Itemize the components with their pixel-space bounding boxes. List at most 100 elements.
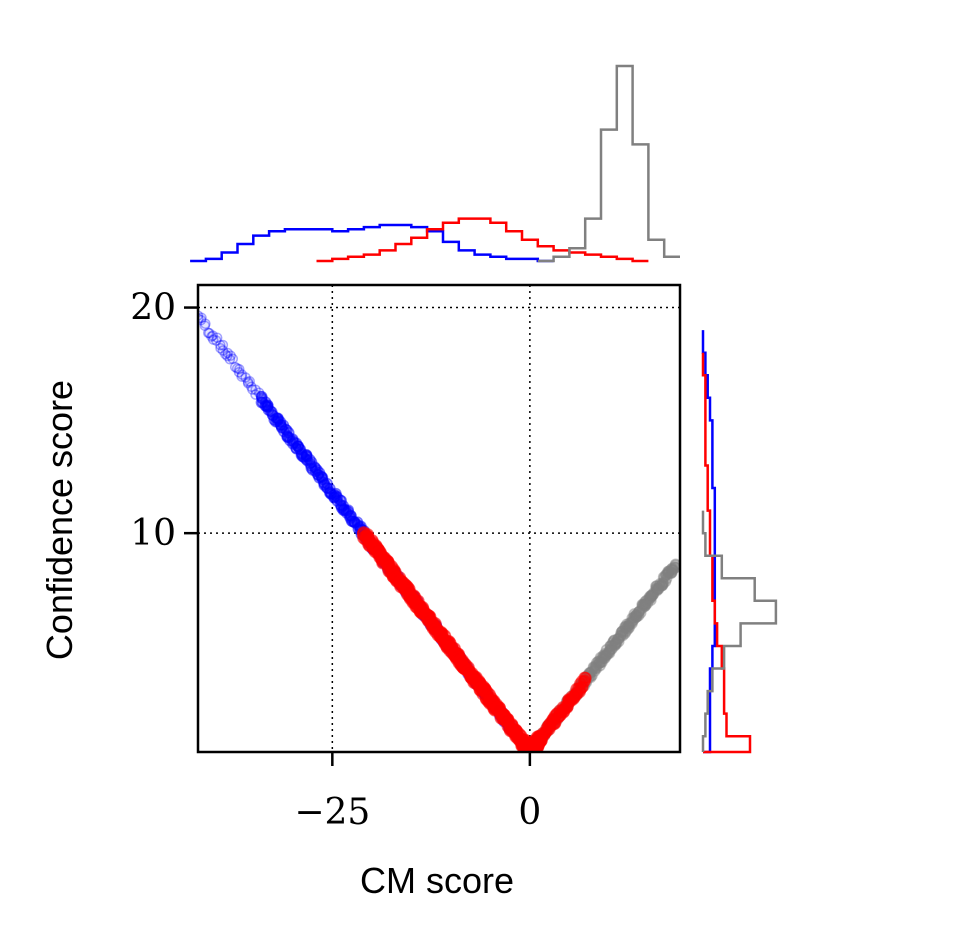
scatter-point — [647, 588, 660, 601]
scatter-point — [623, 617, 636, 629]
scatter-point — [666, 566, 678, 579]
scatter-point — [247, 384, 258, 395]
y-axis-label: Confidence score — [39, 380, 80, 660]
scatter-point — [612, 633, 625, 645]
scatter-point — [227, 353, 239, 365]
scatter-point — [645, 594, 657, 606]
scatter-point — [638, 598, 650, 611]
scatter-point — [607, 635, 620, 647]
scatter-point — [614, 629, 627, 641]
scatter-point — [220, 348, 231, 360]
scatter-point — [638, 600, 651, 613]
scatter-point — [626, 612, 638, 624]
scatter-point — [233, 366, 245, 378]
scatter-point — [613, 635, 625, 648]
scatter-point — [587, 661, 600, 673]
scatter-point — [652, 583, 664, 595]
scatter-point — [651, 584, 663, 597]
scatter-point — [653, 580, 666, 592]
top-histogram-red — [316, 217, 649, 263]
x-tick-label: 0 — [518, 792, 541, 833]
scatter-points — [198, 310, 680, 752]
scatter-point — [217, 339, 229, 351]
scatter-point — [645, 589, 658, 601]
scatter-point — [593, 655, 606, 668]
scatter-point — [629, 610, 641, 622]
scatter-point — [206, 331, 217, 342]
scatter-point — [593, 657, 605, 670]
scatter-point — [662, 566, 675, 579]
scatter-point — [589, 662, 602, 675]
scatter-point — [644, 590, 656, 603]
scatter-point — [604, 640, 617, 652]
scatter-point — [231, 363, 243, 374]
scatter-point — [619, 627, 631, 640]
scatter-point — [610, 637, 622, 650]
top-marginal-histogram — [190, 64, 680, 263]
right-histogram-red — [701, 352, 752, 754]
scatter-point — [589, 665, 601, 677]
scatter-point — [636, 598, 648, 611]
scatter-point — [222, 350, 233, 362]
scatter-point — [629, 611, 642, 624]
scatter-point — [211, 332, 223, 343]
scatter-point — [666, 564, 679, 576]
scatter-point — [620, 622, 632, 635]
scatter-point — [598, 650, 611, 663]
scatter-point — [242, 376, 254, 388]
scatter-point — [590, 662, 603, 675]
scatter-point — [595, 656, 608, 668]
right-histogram-blue — [701, 330, 717, 754]
scatter-point — [639, 599, 652, 612]
scatter-point — [656, 579, 669, 592]
right-marginal-histogram — [701, 330, 778, 754]
scatter-point — [610, 636, 622, 649]
scatter-point — [660, 572, 673, 585]
scatter-point — [643, 592, 655, 604]
scatter-point — [662, 568, 675, 580]
scatter-point — [621, 618, 633, 631]
scatter-point — [633, 605, 645, 618]
scatter-point — [600, 650, 612, 662]
scatter-point — [665, 566, 678, 579]
scatter-point — [615, 626, 627, 639]
top-histogram-blue — [190, 223, 554, 263]
scatter-point — [656, 577, 669, 589]
scatter-point — [579, 671, 592, 685]
scatter-point — [202, 327, 214, 339]
scatter-point — [666, 562, 679, 574]
scatter-point — [669, 559, 680, 571]
scatter-point — [198, 312, 207, 324]
scatter-point — [244, 376, 255, 387]
scatter-point — [600, 644, 613, 656]
scatter-point — [644, 592, 657, 605]
top-histogram-gray — [537, 64, 680, 263]
scatter-point — [609, 638, 622, 650]
scatter-point — [622, 623, 634, 635]
y-axis-ticks: 10 20 — [130, 288, 198, 554]
scatter-point — [597, 649, 610, 662]
red-series-points — [523, 671, 592, 752]
scatter-point — [590, 659, 602, 672]
scatter-point — [650, 583, 663, 595]
scatter-point — [636, 602, 648, 614]
scatter-point — [628, 608, 641, 620]
scatter-point — [606, 643, 618, 655]
scatter-point — [623, 621, 636, 634]
scatter-point — [636, 599, 649, 612]
scatter-point — [626, 617, 638, 630]
right-histogram-gray — [701, 510, 778, 752]
scatter-point — [630, 609, 642, 621]
scatter-point — [605, 640, 618, 653]
scatter-point — [665, 567, 677, 580]
scatter-point — [199, 320, 211, 331]
scatter-point — [599, 652, 611, 664]
scatter-point — [660, 569, 672, 581]
scatter-point — [615, 630, 627, 642]
scatter-point — [656, 579, 668, 592]
scatter-point — [603, 647, 616, 659]
scatter-point — [591, 656, 603, 669]
scatter-point — [236, 371, 247, 382]
scatter-point — [204, 327, 215, 339]
scatter-point — [639, 599, 651, 612]
